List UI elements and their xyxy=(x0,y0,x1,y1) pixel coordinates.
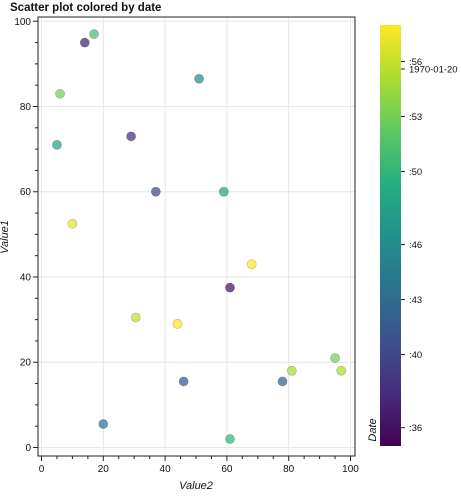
y-axis-label: Value1 xyxy=(0,220,11,254)
scatter-point xyxy=(52,139,62,150)
y-tick-label: 80 xyxy=(20,102,32,113)
colorbar-tick-label: :46 xyxy=(409,240,422,251)
scatter-point xyxy=(150,186,161,197)
scatter-point xyxy=(246,259,257,270)
data-points xyxy=(52,29,347,444)
scatter-point xyxy=(336,365,347,376)
grid-lines xyxy=(38,17,355,456)
colorbar xyxy=(380,25,401,446)
colorbar-tick-label: :50 xyxy=(409,167,422,178)
x-axis-label: Value2 xyxy=(179,480,213,492)
x-tick-label: 40 xyxy=(160,464,172,475)
y-tick-label: 20 xyxy=(20,358,32,369)
x-axis: 0 20 40 60 80 100 xyxy=(39,456,359,475)
scatter-point xyxy=(225,434,235,444)
scatter-point xyxy=(67,218,78,229)
colorbar-tick-label: :43 xyxy=(409,295,422,306)
scatter-point xyxy=(130,312,141,323)
x-tick-label: 60 xyxy=(221,464,233,475)
scatter-point xyxy=(218,186,229,197)
colorbar-tick-label: 1970-01-20 xyxy=(409,65,458,76)
x-tick-label: 100 xyxy=(342,464,359,475)
colorbar-tick-label: :40 xyxy=(409,350,422,361)
scatter-point xyxy=(98,419,109,429)
scatter-point xyxy=(55,88,65,99)
y-tick-label: 0 xyxy=(25,443,31,454)
scatter-point xyxy=(79,37,90,48)
scatter-point xyxy=(178,376,189,387)
scatter-point xyxy=(330,353,340,363)
colorbar-label: Date xyxy=(367,418,379,441)
colorbar-tick-label: :56 xyxy=(409,57,422,68)
y-tick-label: 40 xyxy=(20,272,32,283)
scatter-point xyxy=(225,282,235,293)
x-tick-label: 0 xyxy=(39,464,45,475)
scatter-point xyxy=(126,131,137,142)
y-tick-label: 100 xyxy=(14,17,31,28)
scatter-point xyxy=(286,365,297,376)
x-tick-label: 20 xyxy=(98,464,110,475)
scatter-point xyxy=(89,29,99,39)
chart-title: Scatter plot colored by date xyxy=(10,2,161,14)
colorbar-tick-label: :53 xyxy=(409,112,422,123)
scatter-point xyxy=(172,318,183,329)
y-axis: 0 20 40 60 80 100 xyxy=(14,17,38,454)
y-tick-label: 60 xyxy=(20,187,32,198)
x-tick-label: 80 xyxy=(283,464,295,475)
scatter-point xyxy=(194,73,204,84)
scatter-point xyxy=(277,376,288,387)
colorbar-tick-label: :36 xyxy=(409,423,422,434)
